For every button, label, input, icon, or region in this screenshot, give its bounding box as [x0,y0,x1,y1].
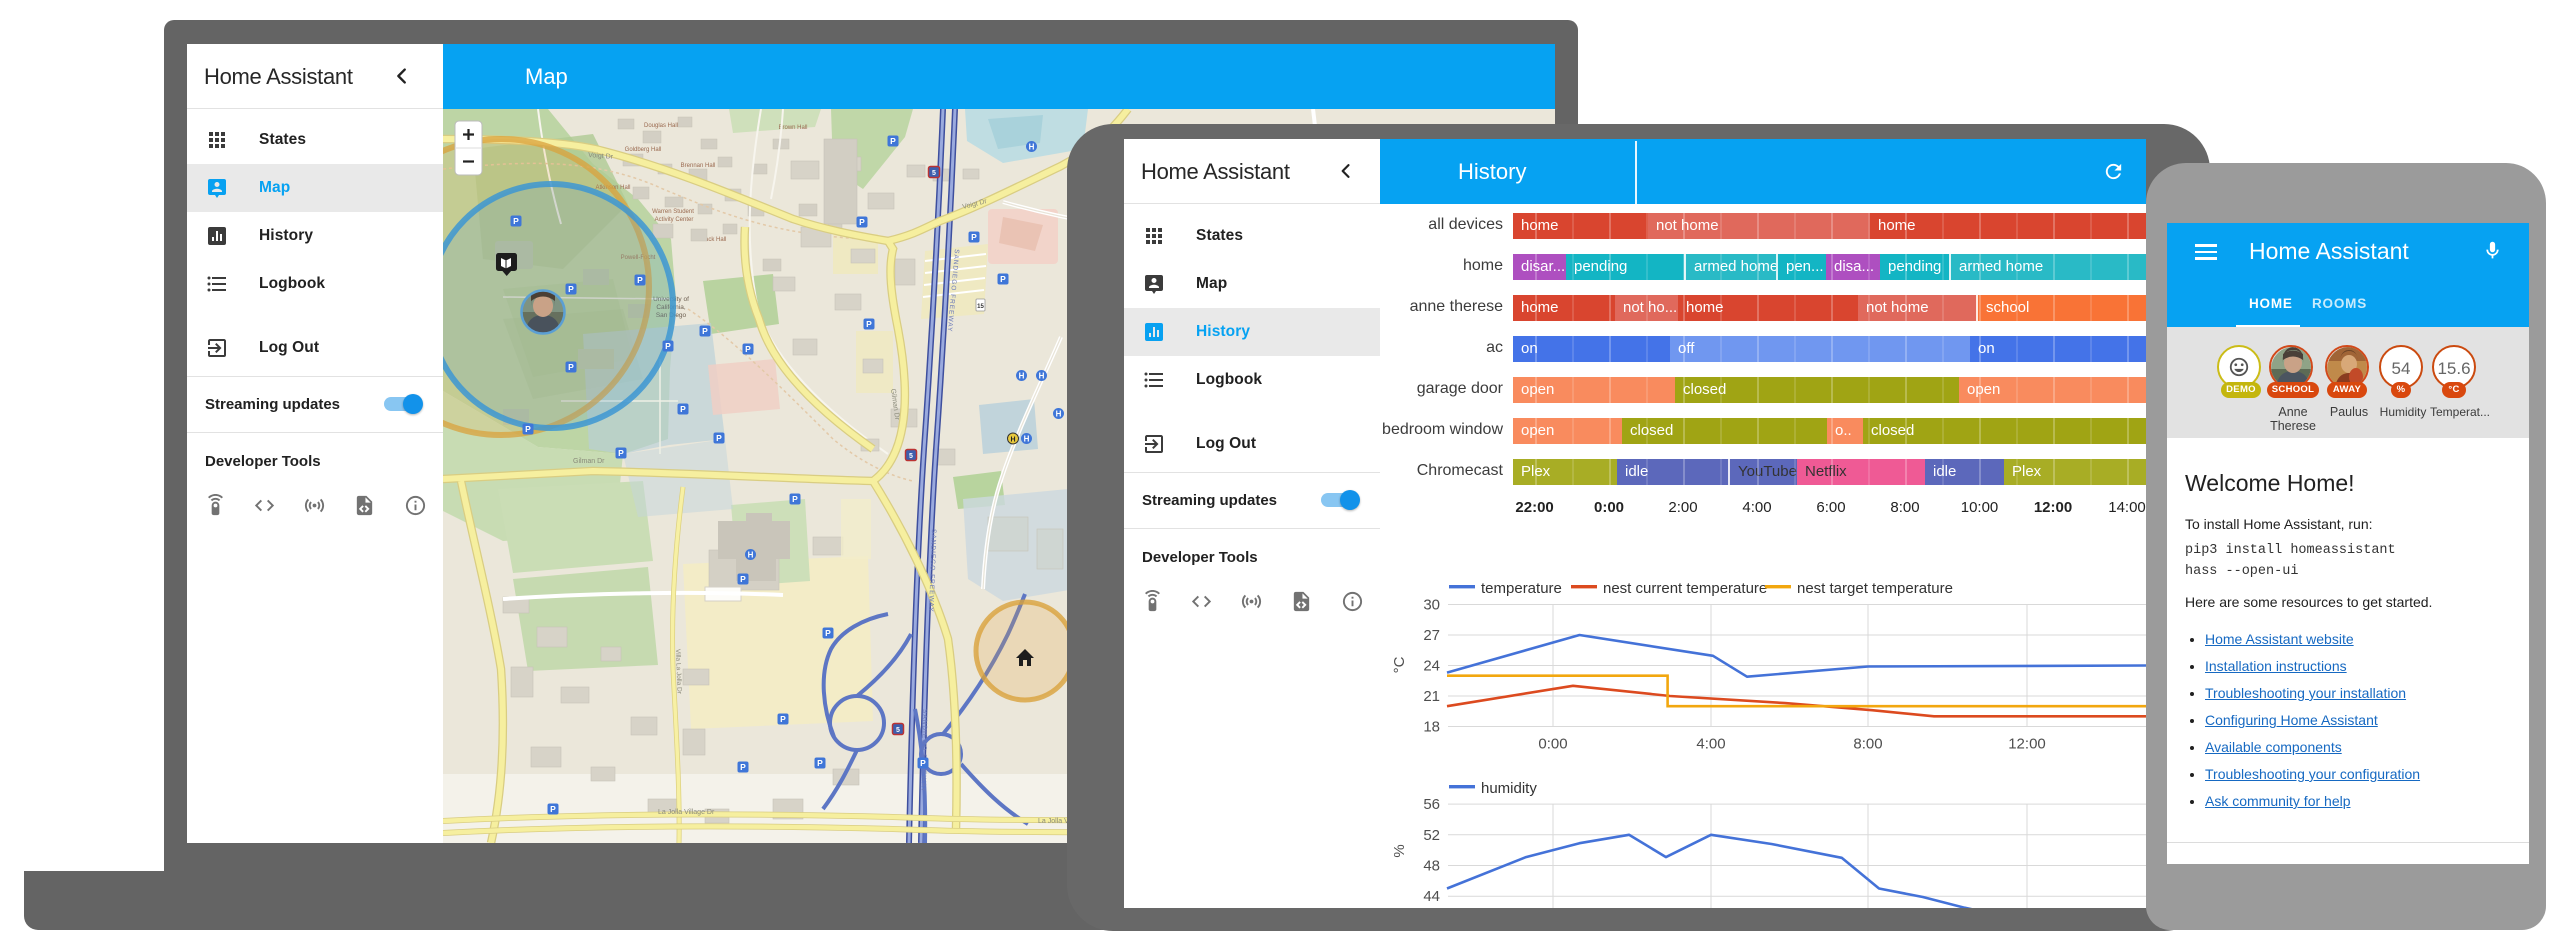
svg-text:Brown Hall: Brown Hall [778,125,807,131]
svg-text:15: 15 [977,304,984,310]
svg-text:8:00: 8:00 [1853,736,1882,753]
svg-text:P: P [525,424,531,434]
svg-text:P: P [513,216,519,226]
svg-text:Goldberg Hall: Goldberg Hall [625,147,662,153]
svg-text:27: 27 [1423,627,1440,644]
svg-text:48: 48 [1423,858,1440,875]
svg-text:Villa La Jolla Dr: Villa La Jolla Dr [674,649,683,695]
svg-text:H: H [1039,372,1045,381]
svg-text:P: P [618,448,624,458]
svg-text:P: P [866,319,872,329]
svg-text:Powell-Focht: Powell-Focht [621,255,656,261]
svg-text:P: P [740,762,746,772]
svg-text:H: H [1029,143,1035,152]
svg-text:Brennan Hall: Brennan Hall [681,163,716,169]
svg-text:21: 21 [1423,688,1440,705]
svg-text:SANDIEGO FREEWAY: SANDIEGO FREEWAY [927,529,937,613]
svg-text:P: P [568,284,574,294]
svg-text:P: P [716,433,722,443]
svg-text:56: 56 [1423,796,1440,813]
svg-text:30: 30 [1423,597,1440,614]
svg-text:Activity Center: Activity Center [655,217,694,223]
svg-text:H: H [1024,435,1030,444]
svg-text:P: P [680,404,686,414]
svg-text:Black Hall: Black Hall [700,237,727,243]
svg-text:%: % [1391,844,1408,857]
svg-text:P: P [792,494,798,504]
svg-text:P: P [745,344,751,354]
svg-text:Warren Student: Warren Student [652,209,694,215]
svg-text:P: P [550,804,556,814]
svg-text:H: H [1010,437,1015,444]
svg-text:5: 5 [896,727,900,734]
svg-text:H: H [1056,410,1062,419]
svg-text:La Jolla Village Dr: La Jolla Village Dr [658,809,715,816]
svg-text:humidity: humidity [1481,780,1537,797]
svg-text:P: P [971,232,977,242]
svg-text:P: P [780,714,786,724]
svg-text:44: 44 [1423,888,1440,905]
svg-text:P: P [825,628,831,638]
svg-text:H: H [748,551,754,560]
svg-text:5: 5 [909,453,913,460]
svg-text:52: 52 [1423,827,1440,844]
svg-text:P: P [665,341,671,351]
svg-text:Gilman Dr: Gilman Dr [573,458,605,465]
svg-text:Voigt Dr: Voigt Dr [588,152,614,161]
svg-text:H: H [1019,372,1025,381]
svg-text:18: 18 [1423,719,1440,736]
svg-text:Douglas Hall: Douglas Hall [644,123,678,129]
svg-text:La Jolla Village Dr: La Jolla Village Dr [1038,818,1095,825]
svg-text:P: P [920,758,926,768]
svg-text:0:00: 0:00 [1538,736,1567,753]
svg-text:°C: °C [1391,656,1408,673]
svg-text:temperature: temperature [1481,580,1562,597]
svg-text:SANDIEGO FREEWAY: SANDIEGO FREEWAY [920,709,928,793]
svg-text:24: 24 [1423,658,1440,675]
svg-text:P: P [568,362,574,372]
svg-text:nest target temperature: nest target temperature [1797,580,1953,597]
svg-text:P: P [702,326,708,336]
svg-text:5: 5 [932,170,936,177]
svg-text:P: P [637,275,643,285]
svg-text:Gilman Dr: Gilman Dr [889,388,900,421]
svg-text:P: P [859,217,865,227]
svg-text:P: P [740,574,746,584]
svg-text:4:00: 4:00 [1696,736,1725,753]
svg-text:12:00: 12:00 [2008,736,2046,753]
svg-text:P: P [890,136,896,146]
svg-text:P: P [1000,274,1006,284]
svg-text:nest current temperature: nest current temperature [1603,580,1767,597]
svg-text:P: P [817,758,823,768]
